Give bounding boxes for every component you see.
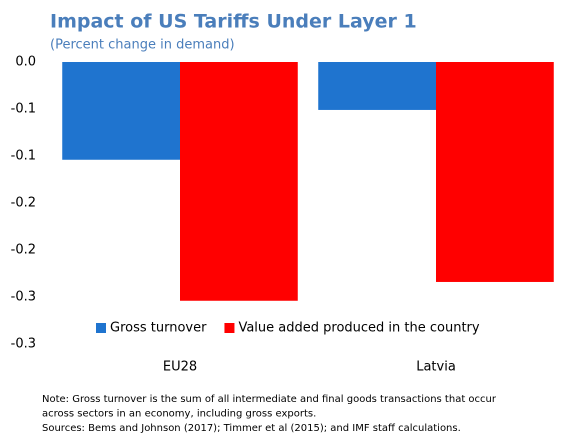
chart-title: Impact of US Tariffs Under Layer 1 [50,11,417,33]
legend-swatch [96,323,106,333]
x-tick-label: Latvia [416,360,456,375]
legend-label: Value added produced in the country [238,321,479,336]
bar [62,62,180,160]
y-tick-label: -0.2 [11,243,36,258]
note: Sources: Bems and Johnson (2017); Timmer… [42,423,461,434]
x-tick-label: EU28 [163,360,197,375]
y-tick-label: -0.2 [11,196,36,211]
legend-swatch [224,323,235,333]
legend-box [88,317,548,339]
y-tick-label: -0.1 [11,149,36,164]
note: across sectors in an economy, including … [42,409,316,420]
y-tick-label: -0.3 [11,337,36,352]
y-tick-label: -0.3 [11,290,36,305]
y-tick-label: -0.1 [11,102,36,117]
legend-label: Gross turnover [110,321,207,336]
chart-subtitle: (Percent change in demand) [50,38,235,53]
bar [318,62,436,110]
bar [436,62,554,282]
note: Note: Gross turnover is the sum of all i… [42,394,497,405]
y-tick-label: 0.0 [15,55,36,70]
bar [180,62,298,301]
